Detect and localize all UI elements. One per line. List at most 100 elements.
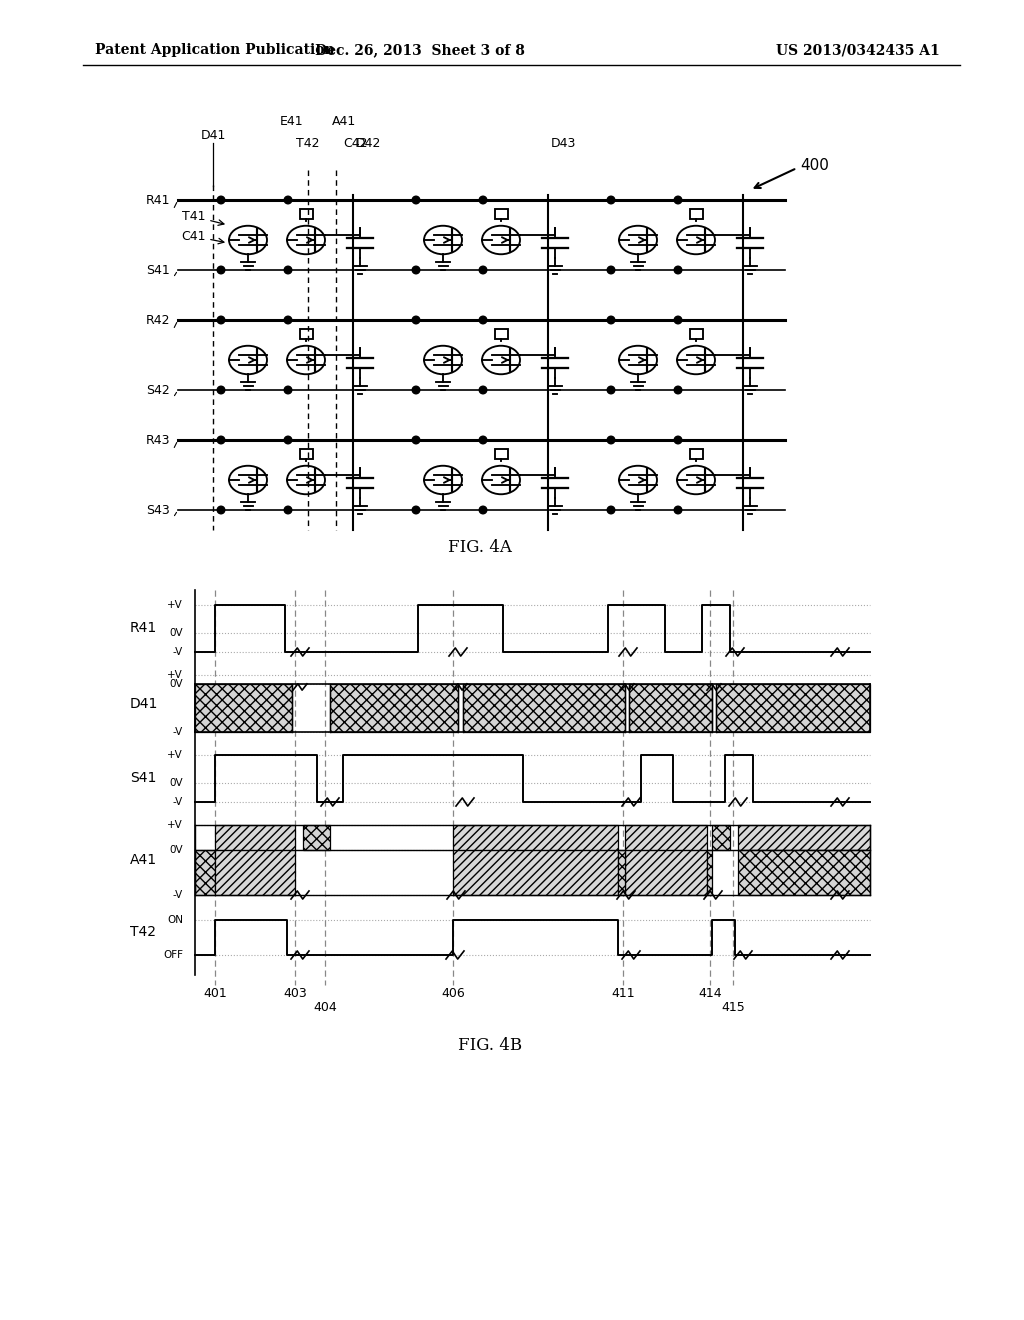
Text: E41: E41 bbox=[281, 115, 304, 128]
Text: -V: -V bbox=[173, 727, 183, 737]
Bar bbox=[195, 850, 215, 895]
Text: A41: A41 bbox=[130, 853, 157, 867]
Bar bbox=[453, 825, 618, 895]
Circle shape bbox=[217, 267, 225, 273]
Text: D41: D41 bbox=[130, 697, 159, 710]
Bar bbox=[463, 684, 625, 733]
Text: +V: +V bbox=[167, 671, 183, 680]
Circle shape bbox=[674, 436, 682, 444]
Circle shape bbox=[413, 197, 420, 203]
Circle shape bbox=[217, 387, 225, 393]
Text: D43: D43 bbox=[550, 137, 575, 150]
Text: OFF: OFF bbox=[163, 950, 183, 960]
Bar bbox=[303, 825, 330, 850]
Bar bbox=[299, 329, 312, 339]
Text: R41: R41 bbox=[145, 194, 170, 207]
Text: 0V: 0V bbox=[169, 845, 183, 855]
Bar bbox=[738, 825, 870, 850]
Text: -V: -V bbox=[173, 647, 183, 657]
Text: +V: +V bbox=[167, 820, 183, 830]
Text: 415: 415 bbox=[721, 1001, 744, 1014]
Circle shape bbox=[285, 436, 292, 444]
Circle shape bbox=[607, 387, 614, 393]
Text: 401: 401 bbox=[203, 987, 227, 1001]
Circle shape bbox=[413, 387, 420, 393]
Text: S42: S42 bbox=[146, 384, 170, 397]
Bar bbox=[689, 449, 702, 459]
Circle shape bbox=[217, 436, 225, 444]
Bar bbox=[625, 825, 707, 895]
Circle shape bbox=[479, 387, 486, 393]
Circle shape bbox=[285, 506, 292, 513]
Bar bbox=[215, 825, 295, 895]
Text: S41: S41 bbox=[130, 771, 157, 785]
Text: +V: +V bbox=[167, 601, 183, 610]
Text: R43: R43 bbox=[145, 434, 170, 447]
Text: 0V: 0V bbox=[169, 678, 183, 689]
Circle shape bbox=[674, 387, 682, 393]
Circle shape bbox=[674, 197, 682, 203]
Circle shape bbox=[479, 436, 486, 444]
Text: FIG. 4B: FIG. 4B bbox=[458, 1038, 522, 1053]
Circle shape bbox=[607, 506, 614, 513]
Circle shape bbox=[607, 436, 614, 444]
Circle shape bbox=[285, 197, 292, 203]
Circle shape bbox=[217, 506, 225, 513]
Text: D41: D41 bbox=[201, 129, 225, 143]
Circle shape bbox=[413, 267, 420, 273]
Circle shape bbox=[479, 506, 486, 513]
Circle shape bbox=[413, 436, 420, 444]
Circle shape bbox=[607, 267, 614, 273]
Text: T42: T42 bbox=[296, 137, 319, 150]
Circle shape bbox=[674, 317, 682, 323]
Text: ON: ON bbox=[167, 915, 183, 925]
Bar bbox=[689, 209, 702, 219]
Circle shape bbox=[217, 197, 225, 203]
Text: 406: 406 bbox=[441, 987, 465, 1001]
Bar bbox=[195, 684, 292, 733]
Bar bbox=[299, 449, 312, 459]
Bar bbox=[712, 825, 730, 850]
Text: 400: 400 bbox=[800, 157, 828, 173]
Circle shape bbox=[674, 267, 682, 273]
Text: R41: R41 bbox=[130, 622, 158, 635]
Text: S43: S43 bbox=[146, 504, 170, 517]
Bar bbox=[495, 329, 508, 339]
Text: -V: -V bbox=[173, 890, 183, 900]
Text: 404: 404 bbox=[313, 1001, 337, 1014]
Bar bbox=[299, 209, 312, 219]
Text: 0V: 0V bbox=[169, 777, 183, 788]
Text: -V: -V bbox=[173, 797, 183, 807]
Bar bbox=[495, 209, 508, 219]
Bar bbox=[738, 850, 870, 895]
Text: 403: 403 bbox=[283, 987, 307, 1001]
Bar bbox=[689, 329, 702, 339]
Text: C42: C42 bbox=[344, 137, 369, 150]
Bar bbox=[495, 449, 508, 459]
Text: US 2013/0342435 A1: US 2013/0342435 A1 bbox=[776, 44, 940, 57]
Circle shape bbox=[413, 506, 420, 513]
Text: S41: S41 bbox=[146, 264, 170, 277]
Bar bbox=[707, 850, 712, 895]
Bar bbox=[618, 850, 625, 895]
Circle shape bbox=[607, 197, 614, 203]
Text: 0V: 0V bbox=[169, 627, 183, 638]
Text: FIG. 4A: FIG. 4A bbox=[449, 540, 512, 557]
Text: C41: C41 bbox=[181, 231, 206, 243]
Text: Patent Application Publication: Patent Application Publication bbox=[95, 44, 335, 57]
Text: T41: T41 bbox=[182, 210, 206, 223]
Circle shape bbox=[285, 267, 292, 273]
Text: Dec. 26, 2013  Sheet 3 of 8: Dec. 26, 2013 Sheet 3 of 8 bbox=[315, 44, 525, 57]
Bar bbox=[330, 684, 458, 733]
Text: D42: D42 bbox=[355, 137, 381, 150]
Text: T42: T42 bbox=[130, 925, 156, 940]
Circle shape bbox=[674, 506, 682, 513]
Circle shape bbox=[479, 197, 486, 203]
Circle shape bbox=[217, 317, 225, 323]
Bar bbox=[716, 684, 870, 733]
Circle shape bbox=[285, 317, 292, 323]
Text: R42: R42 bbox=[145, 314, 170, 327]
Circle shape bbox=[285, 387, 292, 393]
Text: A41: A41 bbox=[332, 115, 356, 128]
Circle shape bbox=[479, 317, 486, 323]
